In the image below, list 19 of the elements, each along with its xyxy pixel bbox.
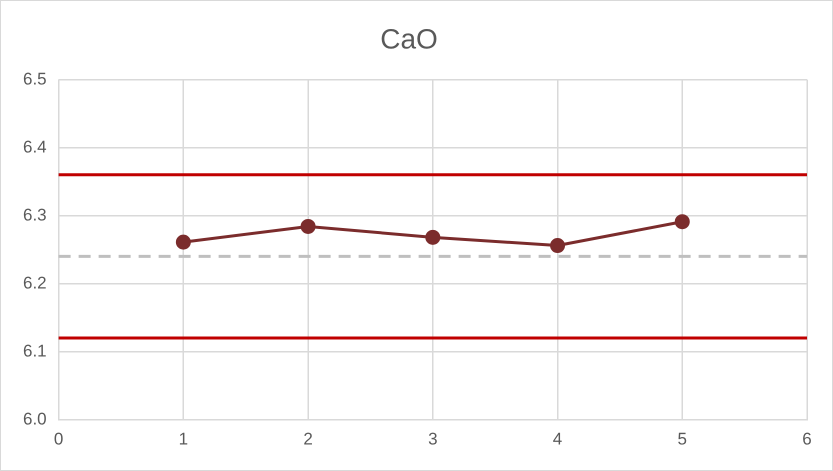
point bbox=[425, 230, 440, 245]
y-tick-label: 6.0 bbox=[22, 409, 47, 428]
x-tick-label: 1 bbox=[178, 429, 188, 448]
point bbox=[300, 218, 316, 234]
point bbox=[550, 238, 566, 254]
x-tick-label: 2 bbox=[303, 429, 313, 448]
x-tick-label: 6 bbox=[802, 429, 812, 448]
chart-title: CaO bbox=[380, 24, 438, 55]
y-tick-label: 6.1 bbox=[22, 341, 47, 360]
x-tick-label: 0 bbox=[54, 429, 64, 448]
y-tick-label: 6.5 bbox=[22, 69, 47, 88]
point bbox=[176, 234, 191, 250]
y-tick-label: 6.4 bbox=[22, 137, 47, 156]
point bbox=[674, 214, 690, 230]
x-tick-label: 4 bbox=[552, 429, 562, 448]
y-tick-label: 6.3 bbox=[22, 205, 47, 224]
y-tick-label: 6.2 bbox=[22, 273, 47, 292]
x-tick-label: 3 bbox=[428, 429, 438, 448]
x-tick-label: 5 bbox=[678, 429, 688, 448]
